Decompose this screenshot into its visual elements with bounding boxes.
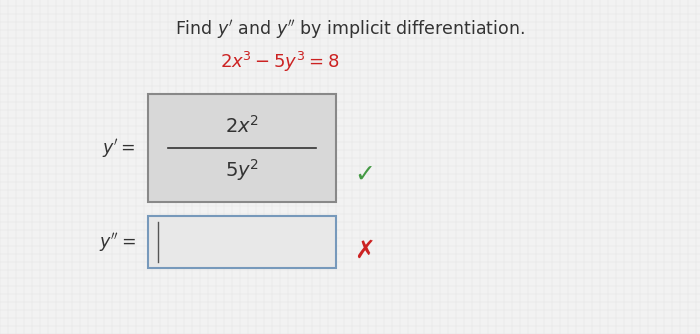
Text: $y'' =$: $y'' =$ (99, 230, 136, 254)
Text: $2x^3 - 5y^3 = 8$: $2x^3 - 5y^3 = 8$ (220, 50, 340, 74)
Text: Find $y'$ and $y''$ by implicit differentiation.: Find $y'$ and $y''$ by implicit differen… (175, 17, 525, 40)
Text: ✓: ✓ (354, 163, 375, 187)
Bar (148, 94, 336, 202)
Text: ✗: ✗ (354, 239, 375, 263)
Bar (148, 216, 336, 268)
Text: $y' =$: $y' =$ (102, 137, 136, 160)
Text: $5y^2$: $5y^2$ (225, 157, 259, 183)
Text: $2x^2$: $2x^2$ (225, 115, 259, 137)
